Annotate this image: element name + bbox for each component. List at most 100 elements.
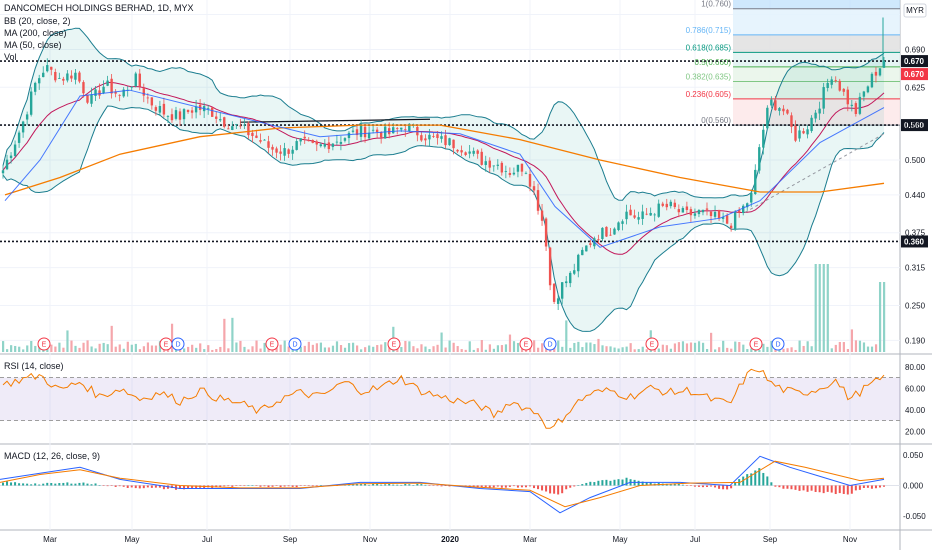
macd-histogram-bar xyxy=(126,485,129,488)
macd-histogram-bar xyxy=(822,485,825,494)
volume-bar xyxy=(94,348,97,352)
candle-body xyxy=(504,171,508,172)
volume-bar xyxy=(516,342,520,352)
macd-label[interactable]: MACD (12, 26, close, 9) xyxy=(4,451,100,461)
candle-body xyxy=(641,211,644,219)
volume-bar xyxy=(424,346,427,352)
fibonacci-retracement[interactable]: 1(0.760) 0.786(0.715) 0.618(0.685) 0.5(0.66… xyxy=(686,0,900,126)
fib-band-top xyxy=(733,0,900,9)
volume-bar xyxy=(432,346,435,352)
indicator-label-ma200[interactable]: MA (200, close) xyxy=(4,28,67,38)
macd-histogram-bar xyxy=(565,485,568,490)
volume-bar xyxy=(126,341,129,352)
horizontal-levels[interactable]: 0.670 0.560 0.360 0.670 xyxy=(0,55,928,248)
macd-histogram-bar xyxy=(488,485,491,488)
volume-bar xyxy=(311,344,314,352)
candle-body xyxy=(661,203,664,206)
macd-histogram-bar xyxy=(416,483,419,486)
candle-body xyxy=(166,115,170,117)
candle-body xyxy=(850,104,854,106)
event-marker-label: E xyxy=(524,342,529,349)
volume-bar xyxy=(247,349,250,352)
volume-bar xyxy=(593,344,596,352)
candle-body xyxy=(589,243,592,245)
macd-histogram-bar xyxy=(162,485,165,490)
volume-bar xyxy=(420,344,423,352)
candle-body xyxy=(243,124,246,126)
event-marker-label: E xyxy=(392,342,397,349)
macd-histogram-bar xyxy=(195,485,198,489)
macd-histogram-bar xyxy=(420,484,423,486)
macd-histogram-bar xyxy=(78,482,81,486)
indicator-label-vol[interactable]: Vol xyxy=(4,52,17,62)
volume-bar xyxy=(122,348,125,352)
macd-histogram-bar xyxy=(609,480,612,486)
macd-histogram-bar xyxy=(834,485,837,495)
currency-badge[interactable] xyxy=(903,3,927,18)
candle-body xyxy=(460,150,463,153)
price-tick-label: 0.690 xyxy=(905,45,926,54)
volume-bar xyxy=(10,345,13,352)
macd-histogram-bar xyxy=(384,484,387,486)
volume-bar xyxy=(480,340,483,352)
candle-body xyxy=(758,147,761,171)
volume-bar xyxy=(637,349,640,352)
candle-body xyxy=(794,125,797,141)
volume-bar xyxy=(705,349,709,352)
candle-body xyxy=(573,270,576,274)
volume-bar xyxy=(782,348,785,352)
volume-bar xyxy=(581,347,584,352)
volume-bar xyxy=(235,342,238,352)
macd-histogram-bar xyxy=(235,485,238,486)
candle-body xyxy=(142,88,145,96)
macd-histogram-bar xyxy=(34,483,37,486)
macd-histogram-bar xyxy=(142,485,145,489)
time-tick-label: Nov xyxy=(843,535,857,544)
candle-body xyxy=(786,109,789,114)
indicator-label-ma50[interactable]: MA (50, close) xyxy=(4,40,62,50)
time-tick-label: Jul xyxy=(202,535,212,544)
macd-histogram-bar xyxy=(10,482,13,486)
price-tick-label: 0.250 xyxy=(905,301,926,310)
macd-histogram-bar xyxy=(561,485,564,494)
volume-bar xyxy=(38,346,41,352)
volume-bar xyxy=(601,345,604,352)
volume-bar xyxy=(786,348,789,352)
rsi-label[interactable]: RSI (14, close) xyxy=(4,361,64,371)
volume-bar xyxy=(408,341,411,352)
macd-histogram-bar xyxy=(239,485,242,486)
candle-body xyxy=(110,78,113,94)
volume-bar xyxy=(279,344,282,352)
candle-body xyxy=(162,103,166,115)
fib-level-label: 0.236(0.605) xyxy=(686,90,732,99)
candle-body xyxy=(528,173,532,187)
macd-histogram-bar xyxy=(573,485,576,487)
macd-histogram-bar xyxy=(870,485,873,489)
indicator-label-bb[interactable]: BB (20, close, 2) xyxy=(4,16,71,26)
candle-body xyxy=(271,146,274,150)
candle-body xyxy=(404,129,407,131)
event-marker-label: D xyxy=(775,342,780,349)
volume-bar xyxy=(730,348,733,352)
macd-histogram-bar xyxy=(492,485,495,488)
volume-bar xyxy=(806,341,809,352)
macd-histogram-bar xyxy=(110,485,113,486)
candle-body xyxy=(790,115,793,127)
macd-tick-label: 0.050 xyxy=(903,451,924,460)
candle-body xyxy=(492,165,495,167)
candle-body xyxy=(327,142,331,150)
candle-body xyxy=(693,213,697,216)
volume-bar xyxy=(384,342,387,352)
volume-bar xyxy=(327,347,331,352)
macd-histogram-bar xyxy=(468,485,471,487)
candle-body xyxy=(118,94,121,96)
macd-histogram-bar xyxy=(440,485,443,487)
volume-bar xyxy=(504,344,508,352)
candle-body xyxy=(174,110,178,119)
volume-bars xyxy=(2,264,886,352)
volume-bar xyxy=(360,349,363,352)
volume-bar xyxy=(2,341,5,352)
volume-bar xyxy=(613,347,616,352)
